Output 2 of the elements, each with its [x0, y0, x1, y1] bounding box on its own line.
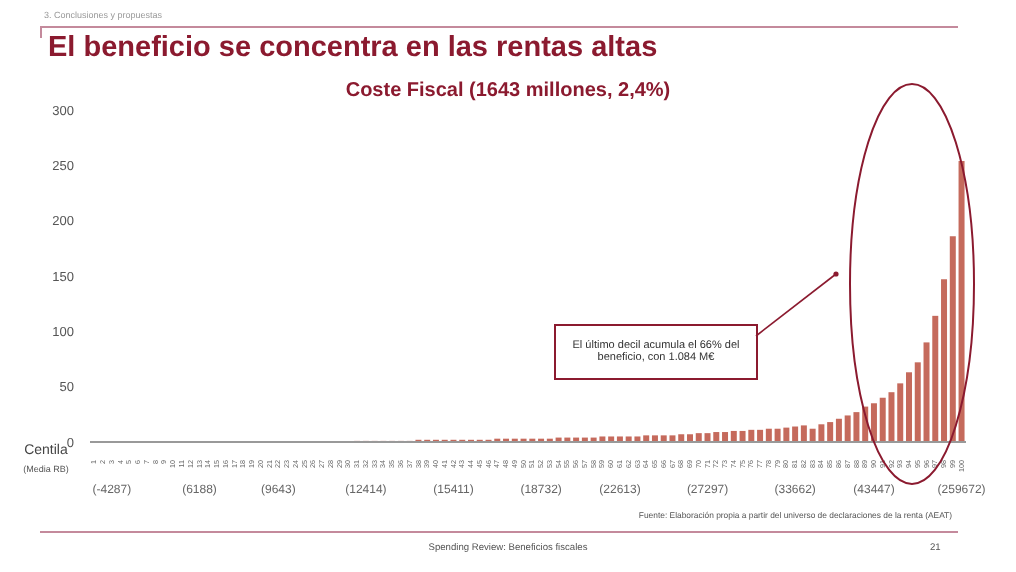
- chart-title: El beneficio se concentra en las rentas altas: [48, 32, 658, 64]
- chart-subtitle: Coste Fiscal (1643 millones, 2,4%): [343, 80, 673, 102]
